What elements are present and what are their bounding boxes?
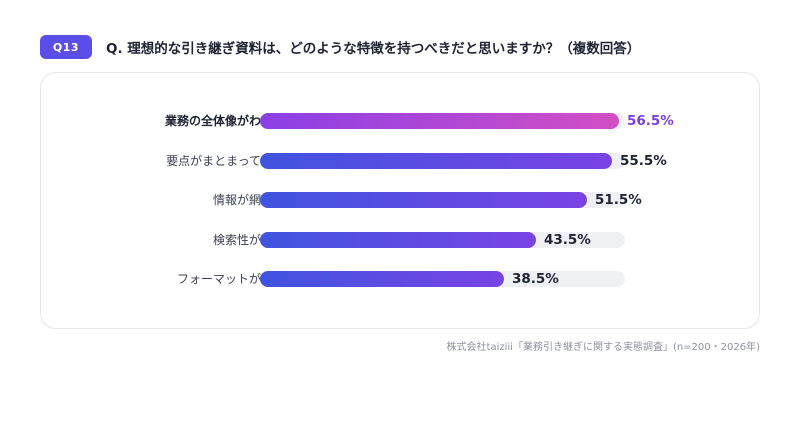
value-label: 55.5%	[620, 152, 667, 169]
bar-track	[260, 152, 625, 169]
bar	[260, 231, 536, 248]
bar-row: 情報が網羅的 51.5%	[41, 190, 761, 210]
bar	[260, 192, 587, 208]
bar-track	[260, 192, 625, 208]
value-label: 43.5%	[544, 231, 591, 248]
bar	[260, 152, 612, 169]
bar-row: 要点がまとまっている 55.5%	[41, 151, 761, 171]
category-label: 業務の全体像がわかる	[164, 114, 285, 128]
value-label: 38.5%	[512, 271, 559, 287]
chart-card: 業務の全体像がわかる 56.5% 要点がまとまっている 55.5% 情報が網羅的 51.5…	[40, 72, 760, 329]
bar-row: 業務の全体像がわかる 56.5%	[41, 111, 761, 131]
category-label: 要点がまとまっている	[166, 153, 285, 168]
question-number-badge: Q13	[40, 35, 92, 59]
source-note: 株式会社taiziii「業務引き継ぎに関する実態調査」(n=200・2026年)	[446, 342, 760, 353]
question-header: Q13 Q. 理想的な引き継ぎ資料は、どのような特徴を持つべきだと思いますか？（…	[40, 34, 640, 60]
bar	[260, 271, 504, 287]
bar-row: フォーマットが統一 38.5%	[41, 269, 761, 289]
category-label: フォーマットが統一	[176, 272, 285, 286]
bar	[260, 113, 619, 129]
bar-track	[260, 113, 625, 129]
value-label: 56.5%	[627, 113, 674, 129]
bar-track	[260, 231, 625, 248]
bar-track	[260, 271, 625, 287]
bar-row: 検索性が高い 43.5%	[41, 230, 761, 250]
question-title: Q. 理想的な引き継ぎ資料は、どのような特徴を持つべきだと思いますか？（複数回答…	[106, 41, 641, 57]
value-label: 51.5%	[595, 192, 642, 208]
